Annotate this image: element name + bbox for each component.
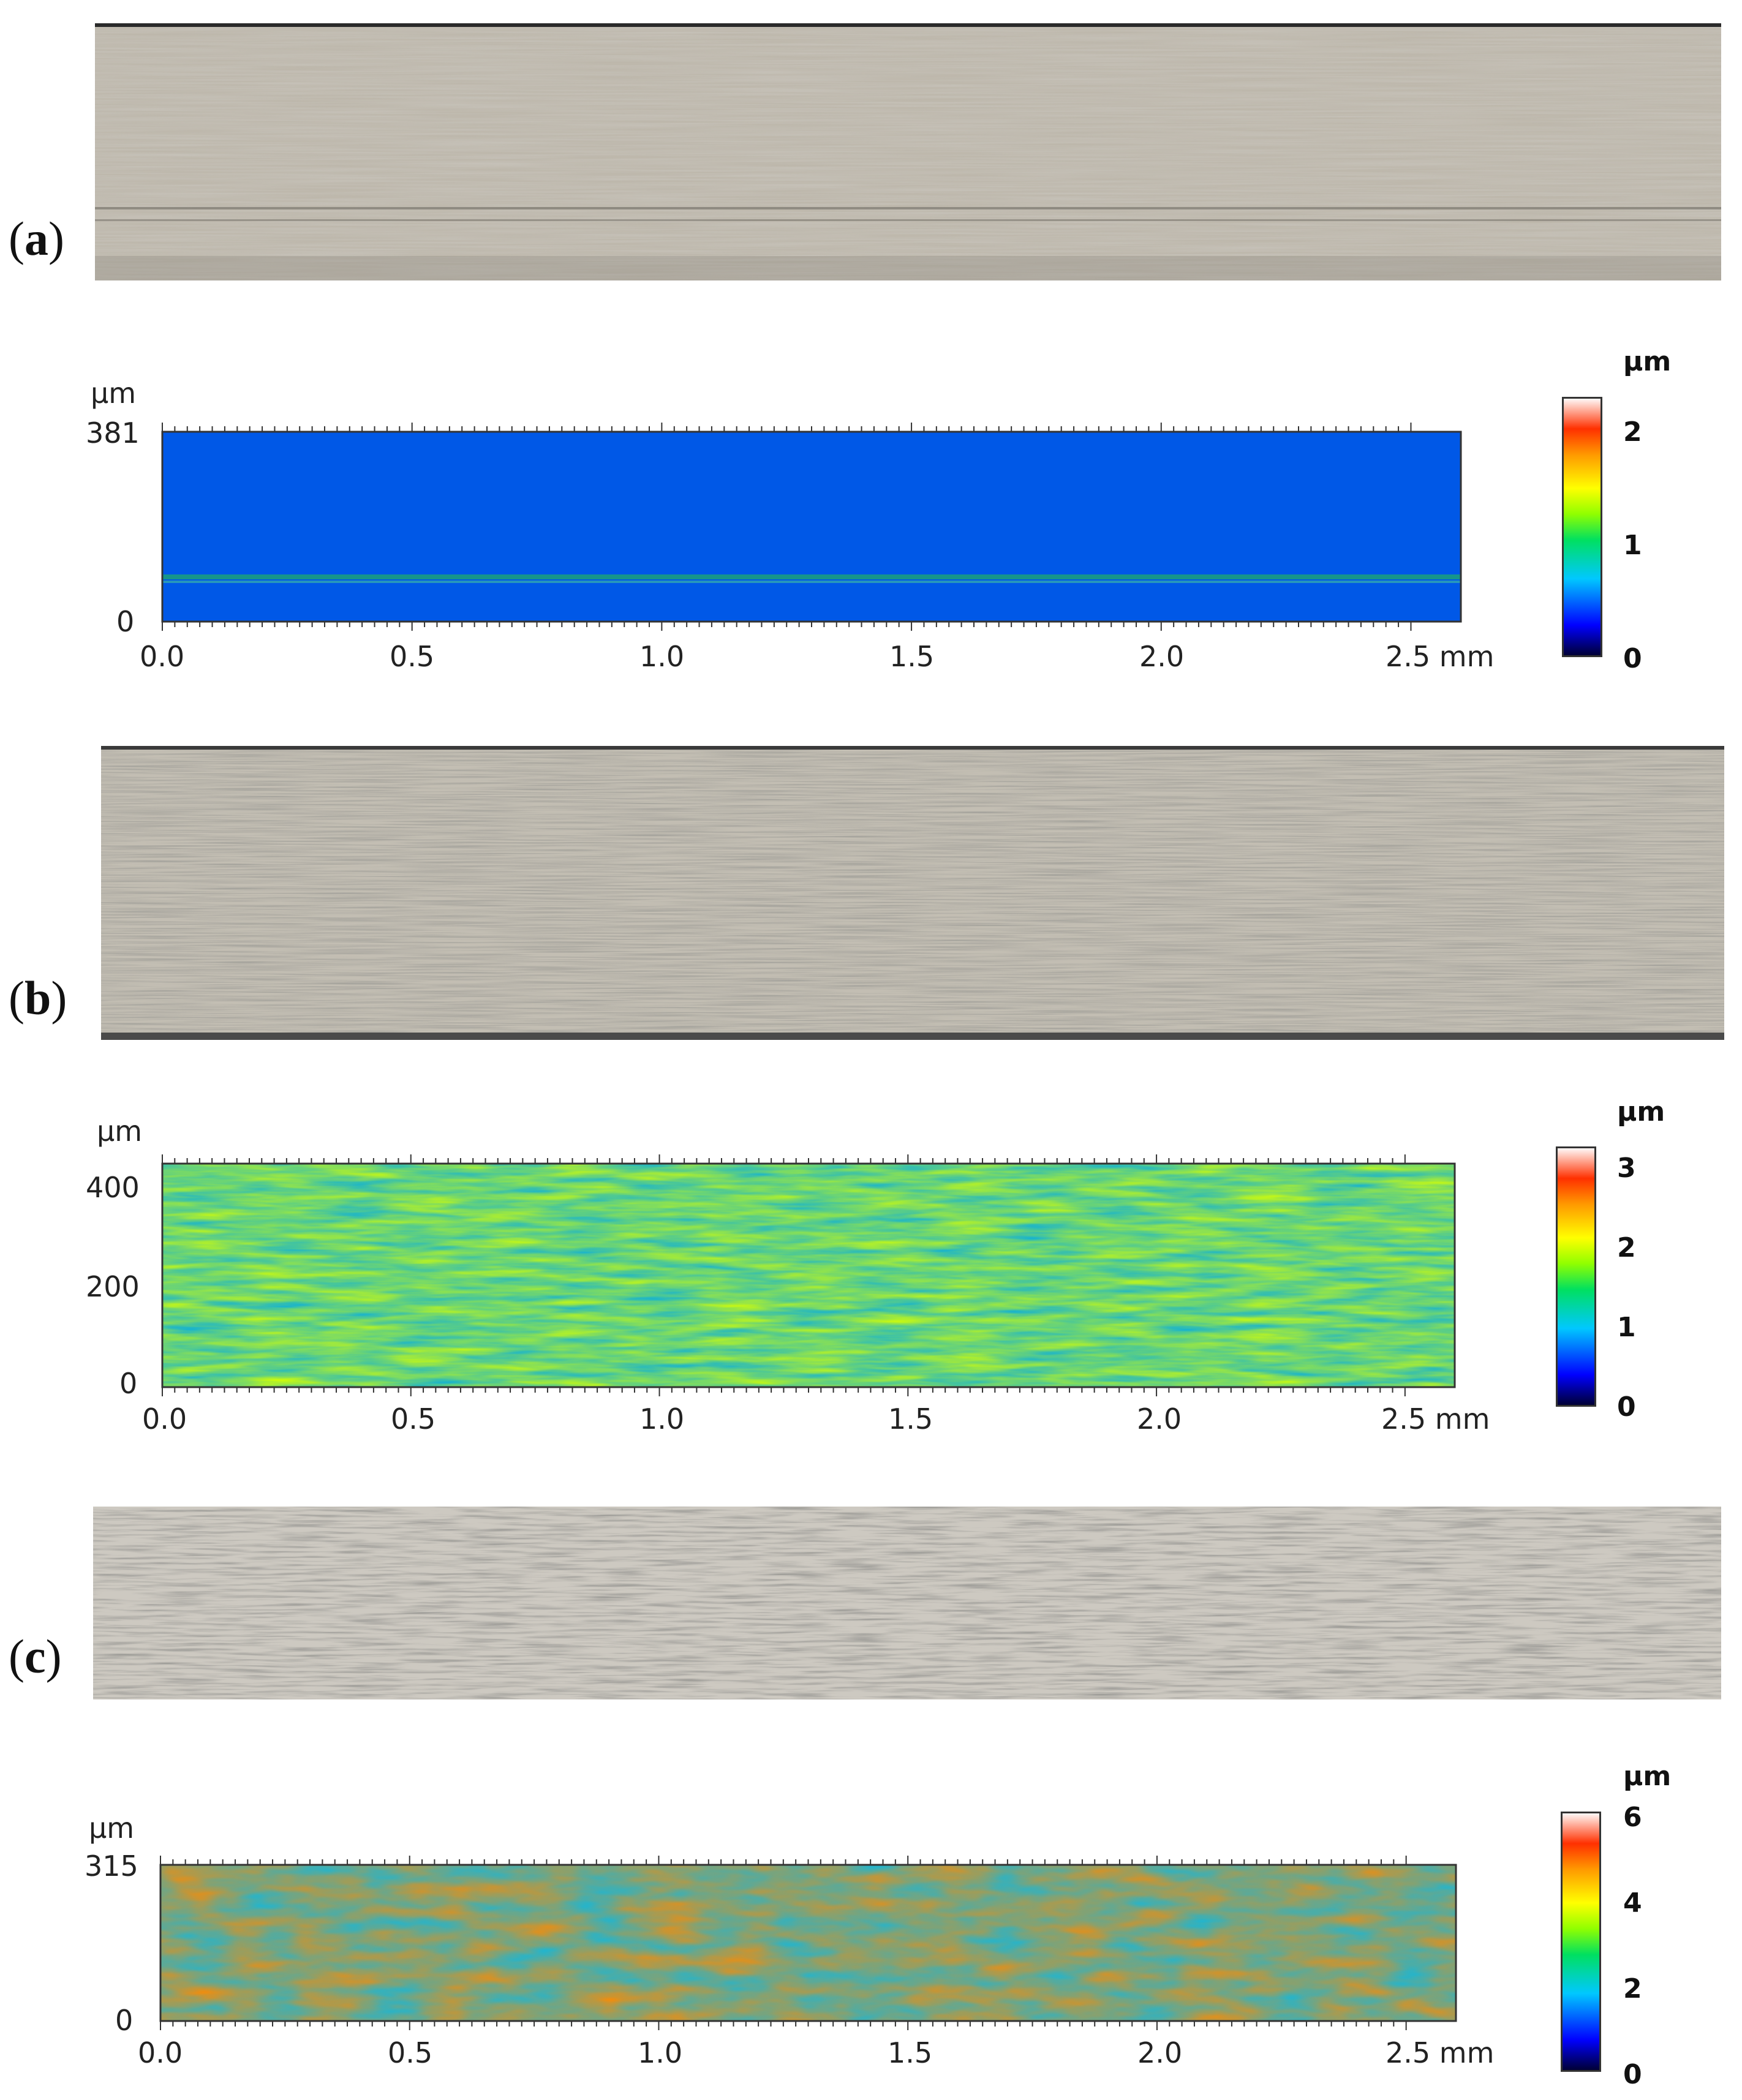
colorbar-tick-c-4: 4 bbox=[1623, 1887, 1642, 1919]
y-tick-b-400: 400 bbox=[86, 1171, 140, 1204]
colorbar-tick-b-3: 3 bbox=[1617, 1153, 1636, 1184]
colorbar-tick-c-0: 0 bbox=[1623, 2059, 1642, 2090]
colorbar-tick-c-2: 2 bbox=[1623, 1973, 1642, 2004]
colorbar-tick-b-1: 1 bbox=[1617, 1312, 1636, 1343]
panel-label-a: (a) bbox=[9, 212, 64, 265]
height-map-c bbox=[160, 1865, 1456, 2021]
micrograph-a bbox=[95, 23, 1721, 280]
axes-frame-b bbox=[161, 1154, 1456, 1396]
colorbar-a bbox=[1562, 397, 1602, 657]
micrograph-b bbox=[101, 746, 1724, 1040]
x-tick-a-2: 1.0 bbox=[639, 640, 685, 673]
panel-label-c: (c) bbox=[9, 1630, 62, 1683]
colorbar-tick-a-1: 1 bbox=[1623, 530, 1642, 561]
colorbar-unit-a: µm bbox=[1623, 346, 1672, 377]
y-tick-a-bottom: 0 bbox=[116, 605, 135, 638]
x-end-label-a: 2.5 mm bbox=[1386, 640, 1495, 673]
x-tick-c-0: 0.0 bbox=[138, 2036, 183, 2069]
x-tick-c-3: 1.5 bbox=[888, 2036, 933, 2069]
colorbar-unit-c: µm bbox=[1623, 1761, 1672, 1792]
height-map-b bbox=[162, 1164, 1455, 1387]
y-tick-a-top: 381 bbox=[86, 416, 140, 450]
colorbar-tick-a-2: 2 bbox=[1623, 416, 1642, 448]
y-tick-c-bottom: 0 bbox=[115, 2004, 134, 2037]
x-tick-a-1: 0.5 bbox=[390, 640, 435, 673]
colorbar-tick-a-0: 0 bbox=[1623, 643, 1642, 674]
colorbar-b bbox=[1556, 1146, 1596, 1407]
panel-label-b: (b) bbox=[9, 971, 67, 1025]
colorbar-tick-b-0: 0 bbox=[1617, 1391, 1636, 1423]
x-tick-a-3: 1.5 bbox=[889, 640, 935, 673]
map-unit-a: µm bbox=[91, 377, 137, 410]
y-tick-c-top: 315 bbox=[85, 1850, 138, 1883]
axes-frame-c bbox=[159, 1856, 1457, 2030]
map-unit-c: µm bbox=[89, 1812, 135, 1845]
x-tick-a-4: 2.0 bbox=[1139, 640, 1185, 673]
x-tick-c-2: 1.0 bbox=[638, 2036, 683, 2069]
colorbar-tick-b-2: 2 bbox=[1617, 1232, 1636, 1263]
x-tick-b-4: 2.0 bbox=[1137, 1402, 1182, 1436]
axes-frame-a bbox=[161, 423, 1462, 631]
y-tick-b-0: 0 bbox=[119, 1367, 138, 1400]
x-tick-c-4: 2.0 bbox=[1137, 2036, 1183, 2069]
x-tick-b-0: 0.0 bbox=[142, 1402, 187, 1436]
x-tick-b-2: 1.0 bbox=[639, 1402, 685, 1436]
x-end-label-b: 2.5 mm bbox=[1381, 1402, 1490, 1436]
x-tick-b-3: 1.5 bbox=[888, 1402, 933, 1436]
colorbar-c bbox=[1561, 1812, 1601, 2072]
height-map-a bbox=[162, 432, 1461, 622]
y-tick-b-200: 200 bbox=[86, 1270, 140, 1303]
micrograph-c bbox=[93, 1507, 1721, 1699]
x-tick-b-1: 0.5 bbox=[391, 1402, 436, 1436]
x-tick-a-0: 0.0 bbox=[140, 640, 185, 673]
x-end-label-c: 2.5 mm bbox=[1386, 2036, 1495, 2069]
map-unit-b: µm bbox=[97, 1115, 143, 1148]
colorbar-unit-b: µm bbox=[1617, 1096, 1665, 1127]
colorbar-tick-c-6: 6 bbox=[1623, 1802, 1642, 1833]
x-tick-c-1: 0.5 bbox=[388, 2036, 433, 2069]
